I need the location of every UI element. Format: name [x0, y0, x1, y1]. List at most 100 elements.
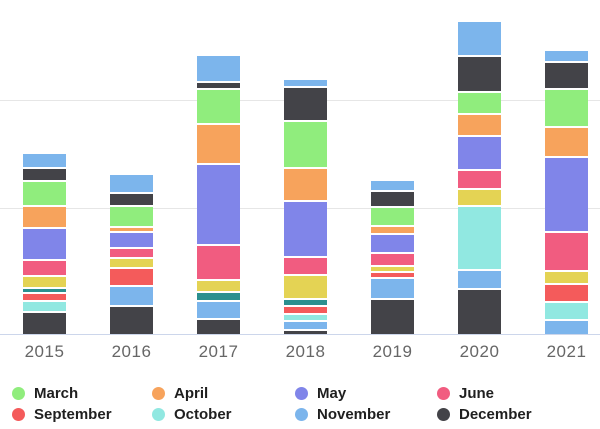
segment-july-2015[interactable] — [23, 277, 66, 287]
segment-march-2016[interactable] — [110, 207, 153, 226]
segment-november-2021[interactable] — [545, 321, 588, 334]
segment-april-2020[interactable] — [458, 115, 501, 135]
segment-may-2021[interactable] — [545, 158, 588, 231]
segment-september-2015[interactable] — [23, 294, 66, 300]
segment-november-2018[interactable] — [284, 322, 327, 329]
segment-november-2017[interactable] — [197, 302, 240, 318]
x-axis-label-2020: 2020 — [459, 342, 500, 361]
segment-november-2020[interactable] — [458, 271, 501, 288]
legend-item-march[interactable]: March — [12, 385, 152, 402]
legend-dot-march — [12, 386, 25, 400]
segment-july-2017[interactable] — [197, 281, 240, 291]
segment-september-2019[interactable] — [371, 273, 414, 277]
legend-item-september[interactable]: September — [12, 406, 152, 423]
segment-december-2018[interactable] — [284, 331, 327, 334]
bar-2021 — [545, 51, 588, 334]
legend-item-november[interactable]: November — [295, 406, 437, 423]
segment-april-2021[interactable] — [545, 128, 588, 156]
segment-february-2021[interactable] — [545, 63, 588, 88]
segment-july-2019[interactable] — [371, 267, 414, 271]
legend-label: March — [34, 384, 79, 402]
segment-july-2020[interactable] — [458, 190, 501, 205]
segment-march-2020[interactable] — [458, 93, 501, 113]
x-axis-label-2015: 2015 — [24, 342, 65, 361]
segment-march-2019[interactable] — [371, 208, 414, 225]
segment-october-2018[interactable] — [284, 315, 327, 320]
segment-april-2017[interactable] — [197, 125, 240, 163]
x-axis-label-2018: 2018 — [285, 342, 326, 361]
legend-label: April — [174, 384, 209, 402]
segment-january-2015[interactable] — [23, 154, 66, 167]
segment-july-2018[interactable] — [284, 276, 327, 298]
bar-2018 — [284, 80, 327, 334]
segment-june-2017[interactable] — [197, 246, 240, 279]
segment-january-2018[interactable] — [284, 80, 327, 86]
segment-may-2018[interactable] — [284, 202, 327, 256]
segment-february-2019[interactable] — [371, 192, 414, 206]
segment-february-2017[interactable] — [197, 83, 240, 88]
segment-january-2019[interactable] — [371, 181, 414, 190]
segment-december-2016[interactable] — [110, 307, 153, 334]
segment-april-2019[interactable] — [371, 227, 414, 233]
segment-june-2015[interactable] — [23, 261, 66, 275]
segment-may-2015[interactable] — [23, 229, 66, 259]
segment-october-2015[interactable] — [23, 302, 66, 311]
segment-december-2015[interactable] — [23, 313, 66, 334]
segment-june-2018[interactable] — [284, 258, 327, 274]
bar-2015 — [23, 154, 66, 334]
segment-june-2019[interactable] — [371, 254, 414, 265]
segment-may-2017[interactable] — [197, 165, 240, 244]
legend-item-june[interactable]: June — [437, 385, 532, 402]
legend-label: June — [459, 384, 495, 402]
x-axis-label-2016: 2016 — [111, 342, 152, 361]
segment-august-2018[interactable] — [284, 300, 327, 305]
bar-2016 — [110, 175, 153, 334]
legend-label: September — [34, 405, 112, 423]
segment-march-2015[interactable] — [23, 182, 66, 205]
segment-december-2017[interactable] — [197, 320, 240, 334]
segment-june-2021[interactable] — [545, 233, 588, 270]
segment-july-2021[interactable] — [545, 272, 588, 283]
segment-november-2016[interactable] — [110, 287, 153, 305]
segment-february-2015[interactable] — [23, 169, 66, 180]
legend-item-october[interactable]: October — [152, 406, 295, 423]
segment-october-2020[interactable] — [458, 207, 501, 269]
segment-april-2018[interactable] — [284, 169, 327, 200]
x-axis-label-2021: 2021 — [546, 342, 587, 361]
segment-september-2021[interactable] — [545, 285, 588, 301]
segment-january-2021[interactable] — [545, 51, 588, 61]
segment-september-2016[interactable] — [110, 269, 153, 285]
segment-march-2017[interactable] — [197, 90, 240, 123]
legend-item-april[interactable]: April — [152, 385, 295, 402]
segment-february-2016[interactable] — [110, 194, 153, 205]
segment-may-2020[interactable] — [458, 137, 501, 169]
segment-march-2021[interactable] — [545, 90, 588, 126]
segment-may-2016[interactable] — [110, 233, 153, 247]
segment-october-2021[interactable] — [545, 303, 588, 319]
segment-december-2020[interactable] — [458, 290, 501, 334]
segment-january-2017[interactable] — [197, 56, 240, 81]
legend-dot-october — [152, 407, 165, 421]
legend-dot-april — [152, 386, 165, 400]
segment-august-2017[interactable] — [197, 293, 240, 300]
segment-may-2019[interactable] — [371, 235, 414, 252]
segment-august-2015[interactable] — [23, 289, 66, 292]
segment-january-2016[interactable] — [110, 175, 153, 192]
segment-june-2020[interactable] — [458, 171, 501, 188]
segment-february-2018[interactable] — [284, 88, 327, 120]
segment-september-2018[interactable] — [284, 307, 327, 313]
segment-june-2016[interactable] — [110, 249, 153, 257]
segment-april-2015[interactable] — [23, 207, 66, 227]
segment-february-2020[interactable] — [458, 57, 501, 91]
segment-march-2018[interactable] — [284, 122, 327, 167]
segment-april-2016[interactable] — [110, 228, 153, 231]
segment-july-2016[interactable] — [110, 259, 153, 267]
segment-december-2019[interactable] — [371, 300, 414, 334]
bar-2019 — [371, 181, 414, 334]
legend-item-may[interactable]: May — [295, 385, 437, 402]
bar-2017 — [197, 56, 240, 334]
segment-november-2019[interactable] — [371, 279, 414, 298]
segment-january-2020[interactable] — [458, 22, 501, 55]
legend-item-december[interactable]: December — [437, 406, 532, 423]
